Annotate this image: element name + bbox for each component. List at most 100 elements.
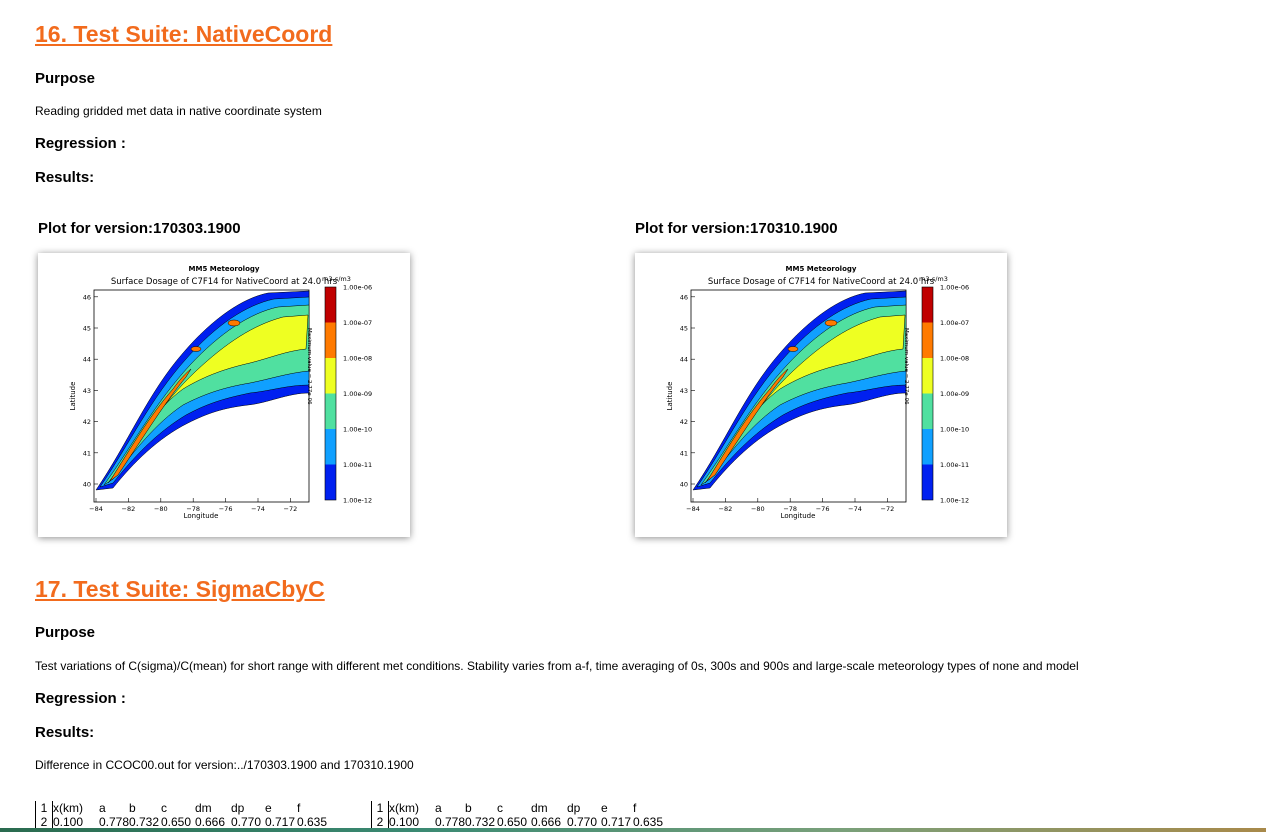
colorbar-unit: m3-s/m3 bbox=[919, 275, 948, 283]
x-tick-label: −84 bbox=[89, 505, 103, 513]
table-row: 2 0.100 0.778 0.732 0.650 0.666 0.770 0.717 0.63… bbox=[371, 815, 663, 829]
x-tick-label: −82 bbox=[122, 505, 136, 513]
contour-plot-left: MM5 Meteorology Surface Dosage of C7F14 f… bbox=[38, 253, 410, 537]
colorbar-level-label: 1.00e-07 bbox=[343, 319, 372, 327]
section-17-results-label: Results: bbox=[35, 724, 95, 741]
section-16-purpose-label: Purpose bbox=[35, 70, 96, 87]
y-tick-label: 42 bbox=[83, 418, 91, 426]
y-tick-label: 41 bbox=[83, 449, 91, 457]
table-cell: 0.666 bbox=[531, 815, 562, 829]
table-cell: dm bbox=[195, 801, 212, 815]
y-axis-label: Latitude bbox=[69, 382, 77, 411]
colorbar-segment bbox=[325, 287, 336, 323]
x-tick-label: −78 bbox=[783, 505, 797, 513]
section-17-heading[interactable]: 17. Test Suite: SigmaCbyC bbox=[35, 576, 325, 602]
table-cell: x(km) bbox=[389, 801, 419, 815]
colorbar-segment bbox=[922, 393, 933, 429]
diff-table-right: 1 x(km) a b c dm dp e f 2 0.100 0.778 0.732 0.650 0.66… bbox=[371, 801, 663, 829]
colorbar-level-label: 1.00e-06 bbox=[343, 284, 372, 292]
colorbar-level-label: 1.00e-11 bbox=[343, 461, 372, 469]
y-tick-label: 46 bbox=[83, 293, 91, 301]
table-cell: 0.717 bbox=[265, 815, 296, 829]
colorbar-level-label: 1.00e-08 bbox=[940, 355, 969, 363]
colorbar-segment bbox=[325, 393, 336, 429]
plot-caption-left: Plot for version:170303.1900 bbox=[38, 220, 241, 237]
difference-text: Difference in CCOC00.out for version:../… bbox=[35, 758, 414, 772]
colorbar-max-label: Maximum value = 2.77e-06 bbox=[306, 328, 312, 405]
y-tick-label: 43 bbox=[83, 387, 91, 395]
colorbar-segment bbox=[325, 358, 336, 394]
x-axis-label: Longitude bbox=[781, 512, 816, 520]
colorbar-segment bbox=[325, 322, 336, 358]
plot-suptitle: MM5 Meteorology bbox=[786, 265, 857, 273]
section-16-regression-label: Regression : bbox=[35, 135, 126, 152]
x-tick-label: −80 bbox=[154, 505, 168, 513]
table-cell: 0.635 bbox=[297, 815, 328, 829]
table-cell: 0.732 bbox=[129, 815, 160, 829]
colorbar-level-label: 1.00e-09 bbox=[343, 390, 372, 398]
colorbar-max-label: Maximum value = 2.77e-06 bbox=[903, 328, 909, 405]
table-header-row: 1 x(km) a b c dm dp e f bbox=[35, 801, 327, 815]
contour-band bbox=[107, 314, 309, 484]
diff-table-left: 1 x(km) a b c dm dp e f 2 0.100 0.778 0.732 0.650 0.66… bbox=[35, 801, 327, 829]
plot-suptitle: MM5 Meteorology bbox=[189, 265, 260, 273]
contour-band bbox=[704, 314, 906, 484]
y-tick-label: 45 bbox=[83, 325, 91, 333]
colorbar-unit: m3-s/m3 bbox=[322, 275, 351, 283]
table-cell: dm bbox=[531, 801, 548, 815]
plot-title: Surface Dosage of C7F14 for NativeCoord … bbox=[708, 277, 935, 287]
x-tick-label: −82 bbox=[719, 505, 733, 513]
contour-island bbox=[824, 319, 838, 327]
table-cell: 0.650 bbox=[497, 815, 528, 829]
table-cell: 0.770 bbox=[231, 815, 262, 829]
table-cell: 0.717 bbox=[601, 815, 632, 829]
colorbar-level-label: 1.00e-11 bbox=[940, 461, 969, 469]
colorbar-segment bbox=[325, 464, 336, 500]
y-tick-label: 42 bbox=[680, 418, 688, 426]
x-tick-label: −72 bbox=[881, 505, 895, 513]
y-tick-label: 40 bbox=[680, 481, 688, 489]
colorbar-level-label: 1.00e-07 bbox=[940, 319, 969, 327]
colorbar-level-label: 1.00e-08 bbox=[343, 355, 372, 363]
colorbar-segment bbox=[922, 322, 933, 358]
section-16-purpose-text: Reading gridded met data in native coord… bbox=[35, 104, 322, 118]
table-cell: 0.666 bbox=[195, 815, 226, 829]
table-cell: 0.732 bbox=[465, 815, 496, 829]
table-cell: dp bbox=[231, 801, 245, 815]
table-header-row: 1 x(km) a b c dm dp e f bbox=[371, 801, 663, 815]
colorbar-level-label: 1.00e-09 bbox=[940, 390, 969, 398]
y-tick-label: 44 bbox=[83, 356, 91, 364]
colorbar-level-label: 1.00e-12 bbox=[940, 497, 969, 505]
y-tick-label: 40 bbox=[83, 481, 91, 489]
table-cell: e bbox=[265, 801, 272, 815]
colorbar-level-label: 1.00e-12 bbox=[343, 497, 372, 505]
table-cell: 0.100 bbox=[53, 815, 84, 829]
section-16-heading[interactable]: 16. Test Suite: NativeCoord bbox=[35, 21, 333, 47]
contour-island bbox=[787, 346, 799, 352]
table-cell: c bbox=[161, 801, 167, 815]
x-tick-label: −76 bbox=[219, 505, 233, 513]
contour-island bbox=[227, 319, 241, 327]
table-cell: b bbox=[129, 801, 136, 815]
table-cell: f bbox=[633, 801, 637, 815]
colorbar-level-label: 1.00e-06 bbox=[940, 284, 969, 292]
table-cell: 2 bbox=[35, 815, 53, 829]
x-tick-label: −76 bbox=[816, 505, 830, 513]
section-17-regression-label: Regression : bbox=[35, 690, 126, 707]
contour-band bbox=[109, 368, 192, 482]
plot-caption-right: Plot for version:170310.1900 bbox=[635, 220, 838, 237]
bottom-strip bbox=[0, 828, 1266, 832]
table-cell: 0.100 bbox=[389, 815, 420, 829]
y-axis-label: Latitude bbox=[666, 382, 674, 411]
x-tick-label: −72 bbox=[284, 505, 298, 513]
colorbar-level-label: 1.00e-10 bbox=[343, 426, 372, 434]
table-cell: 2 bbox=[371, 815, 389, 829]
table-cell: a bbox=[99, 801, 106, 815]
y-tick-label: 44 bbox=[680, 356, 688, 364]
contour-band bbox=[706, 368, 789, 482]
x-tick-label: −78 bbox=[186, 505, 200, 513]
colorbar-segment bbox=[922, 287, 933, 323]
table-cell: f bbox=[297, 801, 301, 815]
table-cell: x(km) bbox=[53, 801, 83, 815]
colorbar-segment bbox=[922, 464, 933, 500]
